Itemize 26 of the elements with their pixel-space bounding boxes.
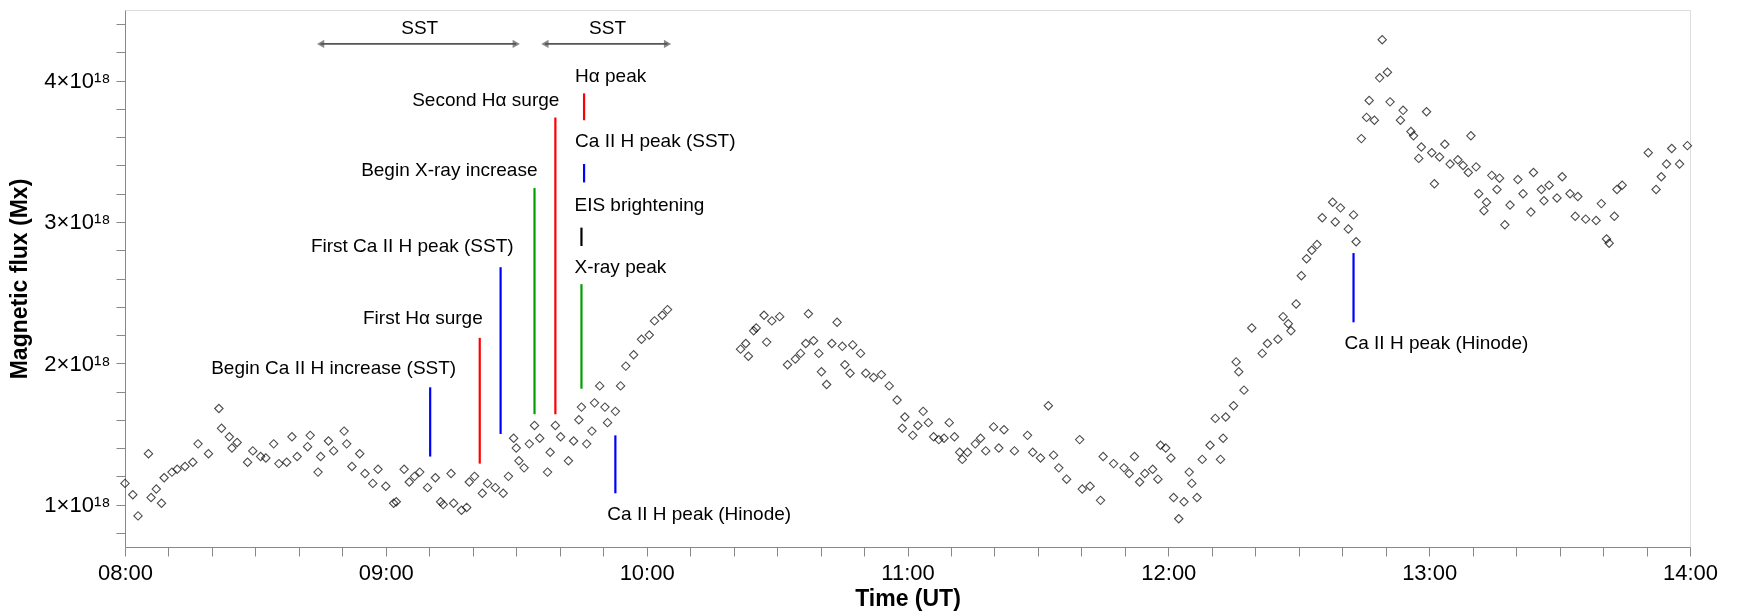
y-tick-label: 3×10¹⁸ [44, 209, 111, 235]
annotation: Ca II H peak (Hinode) [1344, 332, 1529, 354]
annotation: First Ca II H peak (SST) [310, 235, 514, 257]
x-tick-label: 11:00 [881, 559, 935, 585]
annotation: X-ray peak [574, 256, 667, 278]
y-tick-label: 4×10¹⁸ [44, 68, 111, 94]
x-axis-title: Time (UT) [855, 584, 961, 611]
annotation: First Hα surge [363, 306, 483, 328]
x-tick-label: 12:00 [1141, 559, 1197, 585]
x-tick-label: 10:00 [619, 559, 675, 585]
x-tick-label: 13:00 [1402, 559, 1458, 585]
y-axis-title: Magnetic flux (Mx) [6, 178, 33, 380]
annotation: Begin Ca II H increase (SST) [211, 357, 457, 379]
x-tick-label: 09:00 [358, 559, 414, 585]
annotation: Hα peak [575, 65, 647, 87]
annotation: EIS brightening [574, 193, 705, 215]
annotation: Second Hα surge [412, 89, 560, 111]
annotation: Ca II H peak (SST) [575, 130, 736, 152]
y-tick-label: 2×10¹⁸ [44, 350, 111, 376]
annotation: SST [401, 16, 439, 38]
x-tick-label: 08:00 [97, 559, 154, 585]
annotation: SST [589, 16, 627, 38]
annotation: Ca II H peak (Hinode) [607, 503, 792, 525]
y-tick-label: 1×10¹⁸ [44, 492, 111, 518]
x-tick-label: 14:00 [1662, 559, 1719, 585]
annotation: Begin X-ray increase [361, 159, 538, 181]
